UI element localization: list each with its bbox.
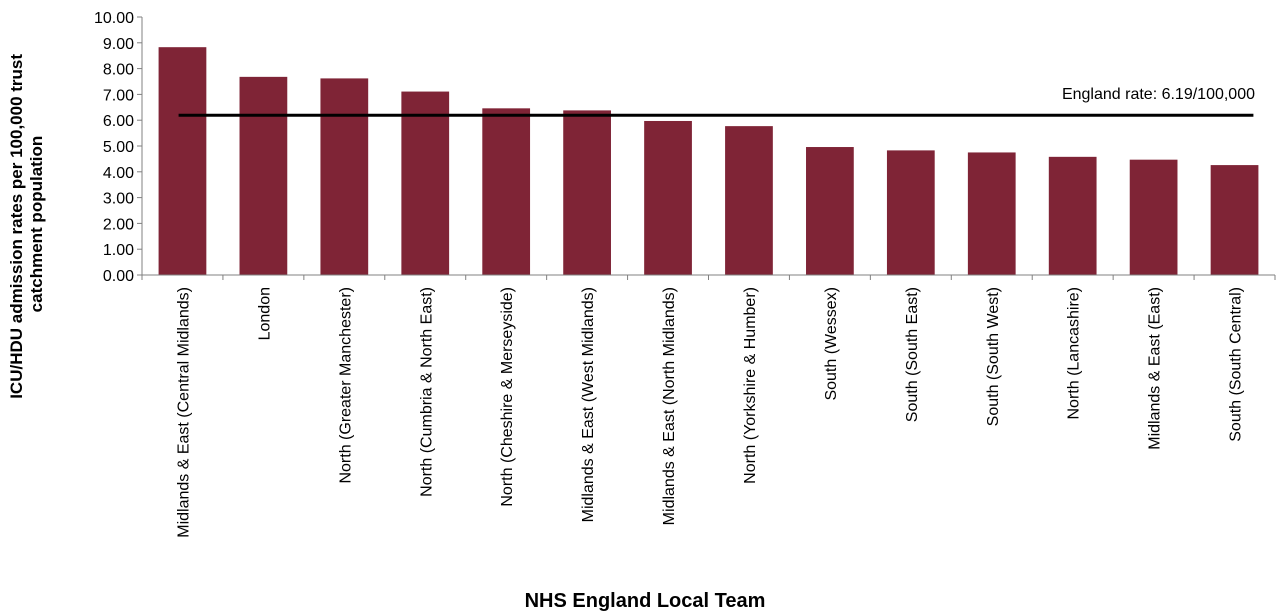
x-category-label: Midlands & East (East) bbox=[1147, 287, 1164, 450]
england-rate-label: England rate: 6.19/100,000 bbox=[1062, 86, 1255, 103]
bar bbox=[886, 150, 935, 275]
bar bbox=[644, 120, 692, 275]
y-tick-label: 3.00 bbox=[103, 191, 134, 208]
x-category-label: South (South East) bbox=[904, 287, 921, 422]
x-category-label: Midlands & East (West Midlands) bbox=[580, 287, 597, 522]
x-category-label: Midlands & East (North Midlands) bbox=[661, 287, 678, 525]
y-tick-label: 0.00 bbox=[103, 268, 134, 285]
bar bbox=[239, 76, 288, 275]
bars-group bbox=[158, 47, 1259, 276]
bar bbox=[320, 78, 369, 276]
bar bbox=[401, 91, 450, 275]
y-tick-label: 7.00 bbox=[103, 87, 134, 104]
x-category-labels-group: Midlands & East (Central Midlands) London… bbox=[175, 287, 1244, 538]
y-ticks-group: 0.00 1.00 2.00 3.00 4.00 5.00 6.00 7.00 8.00 9.00… bbox=[94, 10, 1276, 285]
y-tick-label: 4.00 bbox=[103, 165, 134, 182]
y-axis-title-line-2: catchment population bbox=[27, 136, 46, 313]
x-category-label: South (South Central) bbox=[1228, 287, 1245, 442]
y-tick-label: 1.00 bbox=[103, 242, 134, 259]
x-category-label: London bbox=[256, 287, 273, 340]
x-axis-title: NHS England Local Team bbox=[525, 590, 766, 612]
x-category-label: North (Cumbria & North East) bbox=[418, 287, 435, 497]
bar bbox=[158, 47, 207, 275]
bar bbox=[563, 110, 611, 275]
y-tick-label: 9.00 bbox=[103, 36, 134, 53]
bar bbox=[806, 147, 854, 275]
y-tick-label: 10.00 bbox=[94, 10, 134, 27]
bar bbox=[1129, 159, 1178, 275]
bar bbox=[967, 152, 1016, 275]
x-category-label: North (Greater Manchester) bbox=[337, 287, 354, 484]
x-category-label: North (Cheshire & Merseyside) bbox=[499, 287, 516, 507]
axes-group bbox=[141, 17, 1275, 276]
x-category-label: Midlands & East (Central Midlands) bbox=[175, 287, 192, 538]
x-category-label: North (Yorkshire & Humber) bbox=[742, 287, 759, 484]
bar bbox=[1210, 165, 1259, 275]
y-axis-title: ICU/HDU admission rates per 100,000 trus… bbox=[7, 49, 46, 399]
y-tick-label: 8.00 bbox=[103, 62, 134, 79]
x-category-label: South (Wessex) bbox=[823, 287, 840, 401]
y-tick-label: 5.00 bbox=[103, 139, 134, 156]
y-axis-title-line-1: ICU/HDU admission rates per 100,000 trus… bbox=[7, 54, 26, 399]
x-category-label: South (South West) bbox=[985, 287, 1002, 426]
y-tick-label: 6.00 bbox=[103, 113, 134, 130]
bar bbox=[1048, 156, 1097, 275]
y-tick-label: 2.00 bbox=[103, 216, 134, 233]
bar bbox=[482, 108, 531, 275]
bar bbox=[725, 126, 773, 275]
reference-line-group: England rate: 6.19/100,000 bbox=[178, 86, 1255, 117]
x-category-label: North (Lancashire) bbox=[1066, 287, 1083, 420]
